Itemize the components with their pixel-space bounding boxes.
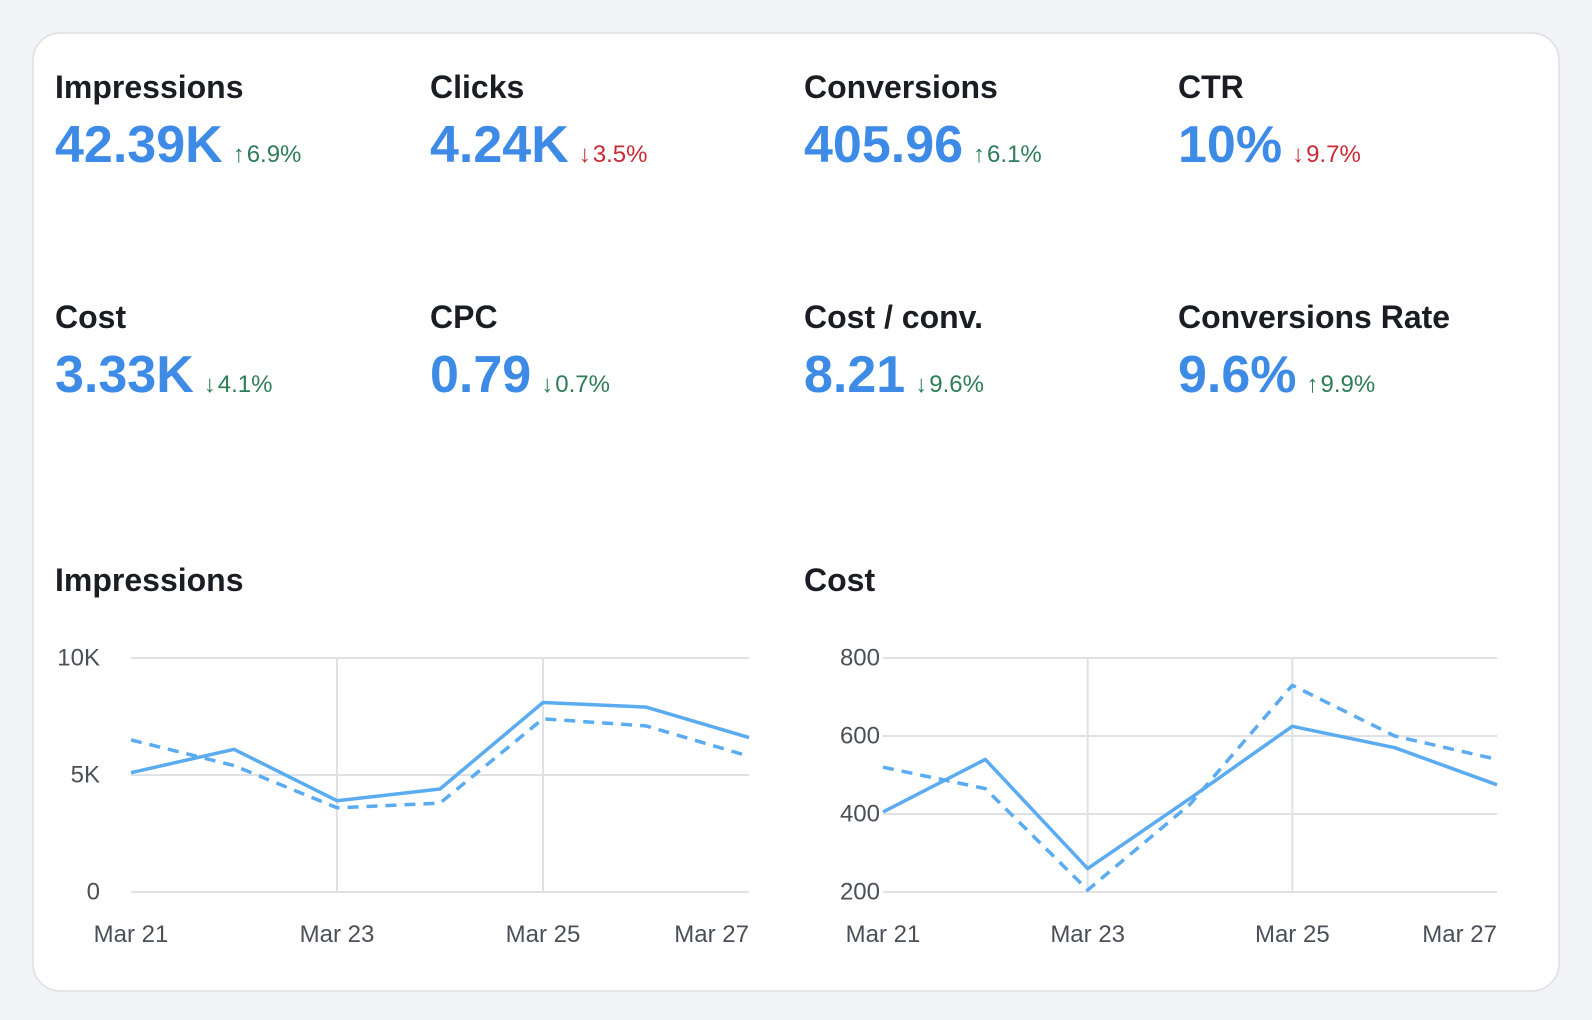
chart-title-cost: Cost: [804, 562, 876, 598]
series-line-dashed[interactable]: [882, 683, 1498, 892]
kpi-label: Conversions Rate: [1178, 299, 1451, 335]
y-tick-label: 5K: [71, 761, 100, 788]
dashboard-card: Impressions 42.39K ↑ 6.9% Clicks 4.24K ↓ 3…: [32, 32, 1560, 992]
series-line-dashed[interactable]: [130, 717, 750, 810]
arrow-up-icon: ↑: [1306, 371, 1319, 398]
kpi-label: Clicks: [430, 69, 525, 105]
x-tick-label: Mar 27: [1422, 921, 1497, 948]
arrow-down-icon: ↓: [1292, 141, 1305, 168]
kpi-value: 3.33K: [55, 346, 194, 404]
x-tick-label: Mar 21: [846, 921, 921, 948]
kpi-delta: ↑ 9.9%: [1306, 371, 1376, 398]
kpi-delta: ↓ 0.7%: [541, 371, 610, 398]
arrow-down-icon: ↓: [915, 371, 928, 398]
y-tick-label: 10K: [57, 644, 100, 671]
kpi-impressions[interactable]: Impressions 42.39K ↑ 6.9%: [55, 69, 435, 175]
kpi-value: 0.79: [430, 346, 532, 404]
x-tick-label: Mar 25: [1255, 921, 1330, 948]
kpi-value: 42.39K: [55, 116, 223, 174]
series-line-solid[interactable]: [130, 700, 750, 803]
kpi-delta: ↑ 6.9%: [232, 141, 302, 168]
kpi-label: CTR: [1178, 69, 1244, 105]
x-tick-label: Mar 27: [674, 921, 749, 948]
kpi-value: 10%: [1178, 116, 1283, 174]
kpi-delta: ↓ 9.6%: [915, 371, 984, 398]
arrow-up-icon: ↑: [973, 141, 986, 168]
arrow-down-icon: ↓: [203, 371, 216, 398]
chart-title-impressions: Impressions: [55, 562, 244, 598]
arrow-down-icon: ↓: [541, 371, 554, 398]
kpi-delta: ↓ 9.7%: [1292, 141, 1361, 168]
kpi-value: 9.6%: [1178, 346, 1297, 404]
kpi-label: CPC: [430, 299, 498, 335]
kpi-value: 405.96: [804, 116, 964, 174]
kpi-label: Cost / conv.: [804, 299, 983, 335]
kpi-delta: ↓ 3.5%: [578, 141, 648, 168]
kpi-ctr[interactable]: CTR 10% ↓ 9.7%: [1178, 69, 1558, 175]
kpi-label: Cost: [55, 299, 127, 335]
cost-line-chart[interactable]: 200 400 600 800 Mar 21 Mar 23 Mar 25 Mar 27: [34, 34, 1562, 994]
kpi-delta: ↓ 4.1%: [203, 371, 273, 398]
kpi-label: Conversions: [804, 69, 998, 105]
x-tick-label: Mar 23: [1050, 921, 1125, 948]
kpi-cpc[interactable]: CPC 0.79 ↓ 0.7%: [430, 299, 810, 405]
arrow-down-icon: ↓: [578, 141, 591, 168]
kpi-cost[interactable]: Cost 3.33K ↓ 4.1%: [55, 299, 435, 405]
kpi-cost-per-conversion[interactable]: Cost / conv. 8.21 ↓ 9.6%: [804, 299, 1184, 405]
y-tick-label: 200: [840, 878, 880, 905]
kpi-value: 4.24K: [430, 116, 569, 174]
kpi-value: 8.21: [804, 346, 906, 404]
kpi-label: Impressions: [55, 69, 244, 105]
kpi-delta: ↑ 6.1%: [973, 141, 1042, 168]
x-tick-label: Mar 21: [94, 921, 169, 948]
kpi-conversions[interactable]: Conversions 405.96 ↑ 6.1%: [804, 69, 1184, 175]
x-tick-label: Mar 25: [506, 921, 581, 948]
y-tick-label: 600: [840, 722, 880, 749]
impressions-line-chart[interactable]: 0 5K 10K Mar 21 Mar 23 Mar 25 Mar 27: [34, 34, 1562, 994]
y-tick-label: 800: [840, 644, 880, 671]
x-tick-label: Mar 23: [300, 921, 375, 948]
y-tick-label: 0: [87, 878, 100, 905]
kpi-clicks[interactable]: Clicks 4.24K ↓ 3.5%: [430, 69, 810, 175]
kpi-conversions-rate[interactable]: Conversions Rate 9.6% ↑ 9.9%: [1178, 299, 1558, 405]
series-line-solid[interactable]: [882, 724, 1498, 871]
y-tick-label: 400: [840, 800, 880, 827]
arrow-up-icon: ↑: [232, 141, 245, 168]
